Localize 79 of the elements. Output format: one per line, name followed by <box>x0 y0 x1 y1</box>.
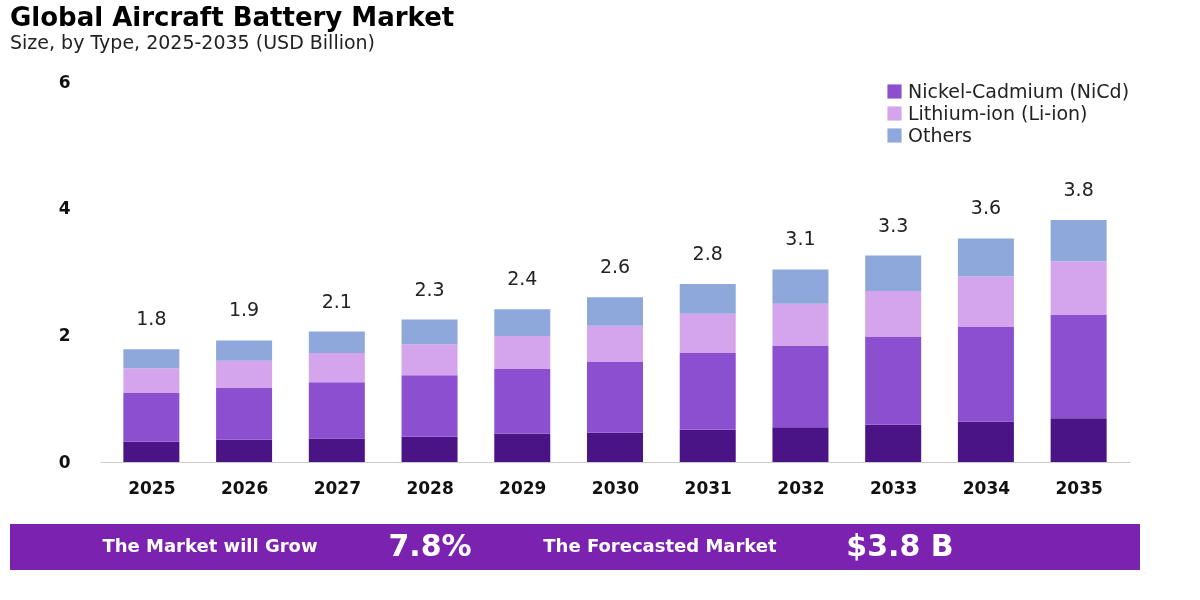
bar <box>308 438 365 462</box>
x-tick-label: 2025 <box>128 477 176 498</box>
x-tick-label: 2034 <box>962 477 1011 498</box>
chart-title: Global Aircraft Battery Market <box>10 2 455 32</box>
bar <box>957 421 1014 462</box>
legend-label: Others <box>908 123 972 146</box>
bar <box>308 353 365 383</box>
bar <box>865 336 922 425</box>
total-label: 2.3 <box>414 277 445 300</box>
bar <box>957 238 1014 277</box>
total-label: 2.4 <box>507 267 538 290</box>
bar <box>1050 261 1107 315</box>
x-tick-label: 2035 <box>1055 477 1103 498</box>
bar <box>216 387 273 440</box>
total-label: 2.1 <box>321 289 352 312</box>
x-tick-label: 2026 <box>220 477 269 498</box>
bar <box>957 326 1014 422</box>
bar <box>865 424 922 462</box>
bar <box>123 441 180 462</box>
legend-label: Nickel-Cadmium (NiCd) <box>908 79 1130 102</box>
bar <box>679 284 736 314</box>
bar <box>679 353 736 430</box>
total-label: 2.8 <box>692 242 723 265</box>
chart-subtitle: Size, by Type, 2025-2035 (USD Billion) <box>10 31 376 53</box>
bar <box>679 429 736 462</box>
bar <box>123 349 180 369</box>
bar <box>587 361 643 433</box>
bar <box>587 432 643 462</box>
text: 7.8% <box>388 528 472 563</box>
bar <box>957 276 1014 327</box>
x-tick-label: 2031 <box>684 477 732 498</box>
bar <box>216 360 273 388</box>
bar <box>772 345 829 428</box>
x-tick-label: 2032 <box>777 477 825 498</box>
bar <box>772 427 829 462</box>
total-label: 3.1 <box>785 227 816 250</box>
legend-label: Lithium-ion (Li-ion) <box>908 101 1088 124</box>
bar <box>587 325 643 362</box>
bar <box>494 368 551 434</box>
y-tick-label: 4 <box>58 198 71 219</box>
x-tick-label: 2033 <box>870 477 918 498</box>
bar <box>865 255 922 291</box>
y-tick-label: 0 <box>58 451 71 472</box>
bar <box>123 368 180 393</box>
bar <box>772 269 829 304</box>
bar <box>587 297 643 326</box>
bar <box>401 375 458 437</box>
bar <box>865 291 922 337</box>
bar <box>494 335 551 369</box>
x-tick-label: 2027 <box>313 477 361 498</box>
bar <box>772 303 829 346</box>
bar <box>401 436 458 462</box>
text: The Forecasted Market <box>543 535 778 556</box>
bar <box>494 433 551 462</box>
total-label: 2.6 <box>599 255 631 278</box>
text: $3.8 B <box>846 528 954 563</box>
total-label: 1.9 <box>228 298 260 321</box>
bar <box>123 392 180 442</box>
total-label: 3.3 <box>878 213 909 236</box>
bar <box>1050 314 1107 419</box>
total-label: 3.6 <box>970 196 1002 219</box>
x-tick-label: 2028 <box>406 477 454 498</box>
y-tick-label: 6 <box>58 71 71 92</box>
x-tick-label: 2029 <box>499 477 547 498</box>
text: The Market will Grow <box>102 535 318 556</box>
bar <box>216 439 273 462</box>
bar <box>216 340 273 361</box>
x-tick-label: 2030 <box>591 477 640 498</box>
bar <box>308 331 365 354</box>
bar <box>679 313 736 354</box>
bar <box>401 344 458 376</box>
total-label: 1.8 <box>136 307 167 330</box>
bar <box>1050 220 1107 262</box>
y-tick-label: 2 <box>58 324 71 345</box>
bar <box>494 309 551 336</box>
bar <box>308 382 365 439</box>
bar <box>1050 418 1107 462</box>
total-label: 3.8 <box>1063 178 1094 201</box>
bar <box>401 319 458 345</box>
